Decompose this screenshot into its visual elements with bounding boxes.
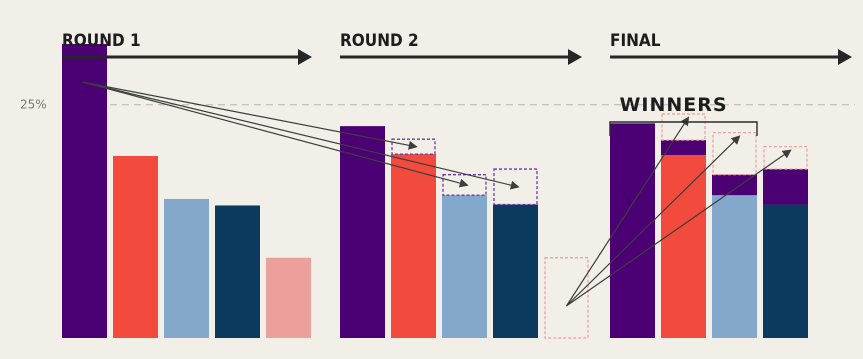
reference-line-label: 25% (20, 98, 47, 112)
transfer-box-round2-lightblue (442, 174, 487, 196)
slot-box-final-red (661, 113, 706, 141)
bar-final-red (661, 155, 706, 338)
bar-stage1-purple (62, 44, 107, 338)
stage-label-3: FINAL (610, 31, 661, 51)
transfer-boxes-layer (391, 113, 808, 339)
labels-layer: 25% ROUND 1 ROUND 2 FINAL WINNERS (20, 31, 852, 136)
bar-stage1-navy (215, 205, 260, 338)
bar-stage2-red (391, 154, 436, 338)
stage-arrow-head-3 (838, 49, 852, 65)
bar-stage1-lightblue (164, 198, 209, 338)
stage-arrow-head-2 (568, 49, 582, 65)
bar-stage2-navy (493, 204, 538, 338)
bar-final-lightblue-transfer (712, 174, 757, 196)
winners-bracket (609, 121, 758, 136)
slot-box-final-lightblue (712, 132, 757, 176)
eliminated-box-round2-pink (544, 257, 589, 339)
transfer-arrow-3 (82, 81, 520, 190)
transfer-arrows-layer (82, 81, 792, 307)
transfer-arrow-6 (566, 149, 792, 307)
bar-stage3-purple (610, 123, 655, 338)
bars-layer (62, 44, 808, 338)
bar-final-navy (763, 204, 808, 338)
bar-stage1-red (113, 156, 158, 338)
transfer-arrow-2 (82, 81, 469, 188)
bar-stage1-pink (266, 257, 311, 338)
transfer-arrow-4 (565, 116, 690, 307)
bar-final-navy-transfer (763, 169, 808, 205)
slot-box-final-navy (763, 146, 808, 170)
stage-label-2: ROUND 2 (340, 31, 419, 51)
transfer-arrow-5 (566, 135, 741, 307)
transfer-arrow-1 (82, 81, 418, 150)
bar-stage2-purple (340, 126, 385, 338)
transfer-box-round2-red (391, 138, 436, 155)
stage-arrow-head-1 (298, 49, 312, 65)
bar-final-lightblue (712, 195, 757, 338)
stage-label-1: ROUND 1 (62, 31, 141, 51)
transfer-box-round2-navy (493, 168, 538, 206)
winners-label: WINNERS (619, 94, 727, 116)
bar-final-red-transfer (661, 140, 706, 156)
bar-stage2-lightblue (442, 195, 487, 338)
